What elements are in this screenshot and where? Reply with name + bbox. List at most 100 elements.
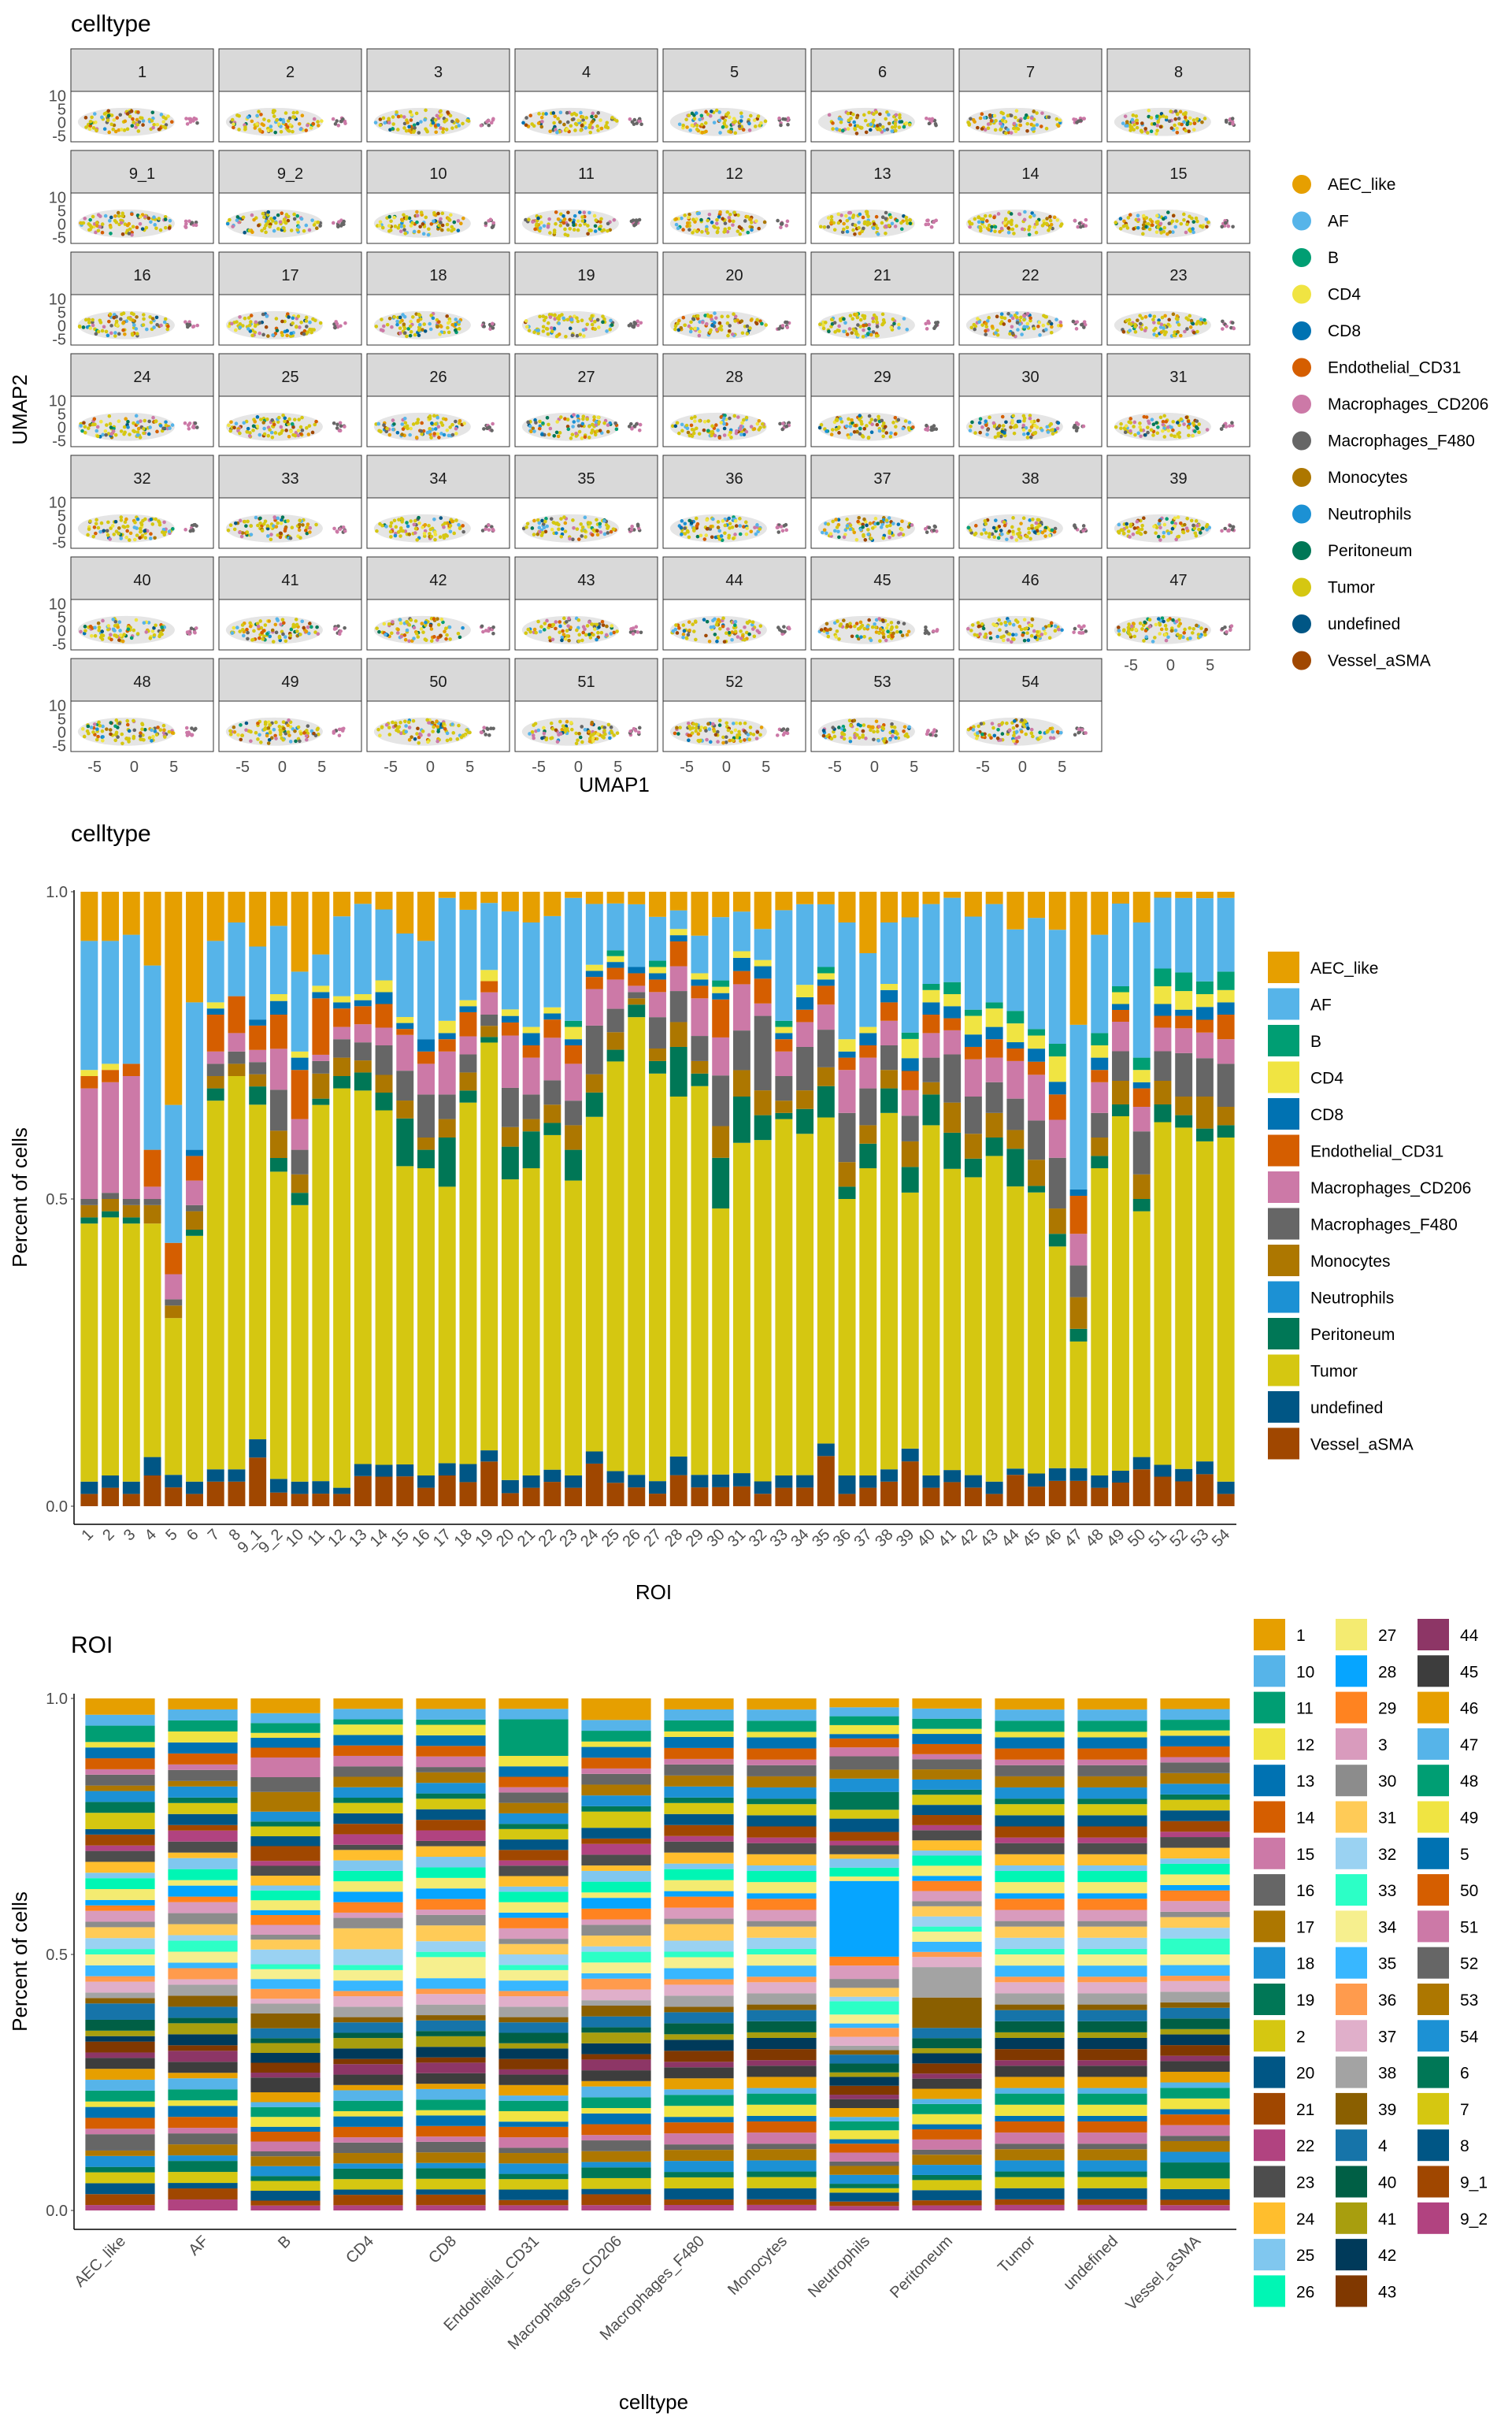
facet-strip: [218, 48, 362, 92]
umap-point: [126, 627, 131, 632]
umap-point: [889, 621, 894, 625]
facet-strip: [70, 48, 214, 92]
umap-point: [249, 320, 253, 324]
umap-point: [845, 624, 850, 629]
umap-point: [779, 221, 784, 226]
umap-point: [148, 536, 153, 540]
umap-point: [930, 117, 935, 121]
umap-point: [554, 430, 559, 435]
umap-point: [842, 221, 846, 226]
umap-point: [103, 213, 108, 218]
umap-point: [572, 413, 576, 417]
umap-point: [433, 537, 437, 542]
umap-point: [1037, 320, 1042, 325]
umap-point: [94, 230, 98, 235]
umap-point: [432, 432, 436, 436]
umap-point: [928, 117, 932, 121]
umap-point: [898, 116, 902, 120]
umap-point: [1018, 119, 1022, 123]
umap-point: [1022, 317, 1026, 322]
umap-point: [335, 321, 339, 326]
umap-point: [750, 627, 755, 631]
umap-point: [423, 637, 428, 641]
umap-point: [491, 527, 495, 532]
umap-point: [524, 116, 528, 120]
umap-point: [710, 429, 715, 434]
umap-point: [675, 631, 680, 635]
umap-y-tick: 0: [57, 114, 66, 132]
umap-point: [552, 230, 557, 235]
umap-point: [151, 125, 155, 130]
umap-point: [597, 325, 601, 329]
umap-point: [980, 532, 984, 536]
umap-point: [269, 537, 273, 542]
umap-point: [700, 131, 705, 135]
umap-point: [679, 525, 684, 530]
umap-point: [123, 332, 127, 336]
umap-point: [557, 527, 561, 532]
umap-point: [839, 417, 843, 421]
umap-point: [1191, 227, 1195, 231]
umap-point: [1193, 531, 1198, 536]
umap-point: [1188, 121, 1192, 126]
umap-point: [535, 222, 539, 226]
facet-label: 15: [1169, 165, 1187, 183]
umap-point: [395, 319, 399, 324]
umap-point: [333, 122, 338, 126]
umap-point: [747, 632, 751, 637]
umap-point: [528, 629, 532, 634]
umap-point: [266, 433, 271, 438]
umap-point: [1158, 221, 1163, 226]
umap-point: [424, 620, 428, 625]
umap-point: [267, 119, 271, 123]
umap-point: [1082, 320, 1087, 324]
umap-point: [1183, 115, 1188, 120]
umap-point: [591, 428, 595, 432]
umap-point: [1146, 425, 1150, 429]
umap-point: [91, 534, 96, 539]
umap-point: [441, 127, 446, 131]
umap-point: [191, 325, 195, 329]
umap-point: [850, 215, 855, 220]
umap-point: [435, 432, 440, 436]
umap-point: [690, 111, 695, 116]
umap-point: [1118, 226, 1123, 231]
umap-point: [819, 628, 824, 632]
umap-point: [435, 113, 439, 118]
umap-point: [1016, 328, 1020, 332]
umap-y-tick: -5: [52, 534, 66, 551]
umap-point: [565, 418, 570, 421]
umap-point: [314, 419, 318, 424]
umap-point: [553, 114, 558, 119]
umap-point: [572, 228, 576, 232]
umap-point: [887, 121, 891, 126]
umap-point: [718, 210, 722, 214]
umap-point: [851, 228, 855, 232]
umap-point: [447, 217, 451, 221]
umap-point: [299, 320, 303, 325]
umap-point: [1195, 329, 1199, 334]
umap-point: [861, 525, 865, 529]
umap-point: [726, 333, 730, 338]
umap-point: [194, 220, 198, 225]
umap-point: [1176, 515, 1180, 519]
umap-point: [729, 127, 734, 132]
umap-point: [599, 126, 604, 131]
umap-point: [565, 120, 570, 124]
facet-label: 41: [281, 572, 298, 589]
umap-point: [226, 528, 231, 533]
umap-point: [298, 425, 303, 429]
umap-point: [539, 124, 544, 129]
umap-point: [858, 232, 862, 236]
umap-point: [898, 113, 902, 117]
umap-point: [738, 427, 743, 432]
umap-point: [250, 119, 254, 124]
umap-point: [933, 525, 937, 529]
umap-point: [925, 327, 929, 331]
umap-point: [717, 118, 722, 123]
umap-point: [1036, 518, 1040, 522]
umap-point: [194, 626, 198, 630]
umap-point: [1002, 520, 1006, 525]
umap-point: [1032, 225, 1037, 229]
